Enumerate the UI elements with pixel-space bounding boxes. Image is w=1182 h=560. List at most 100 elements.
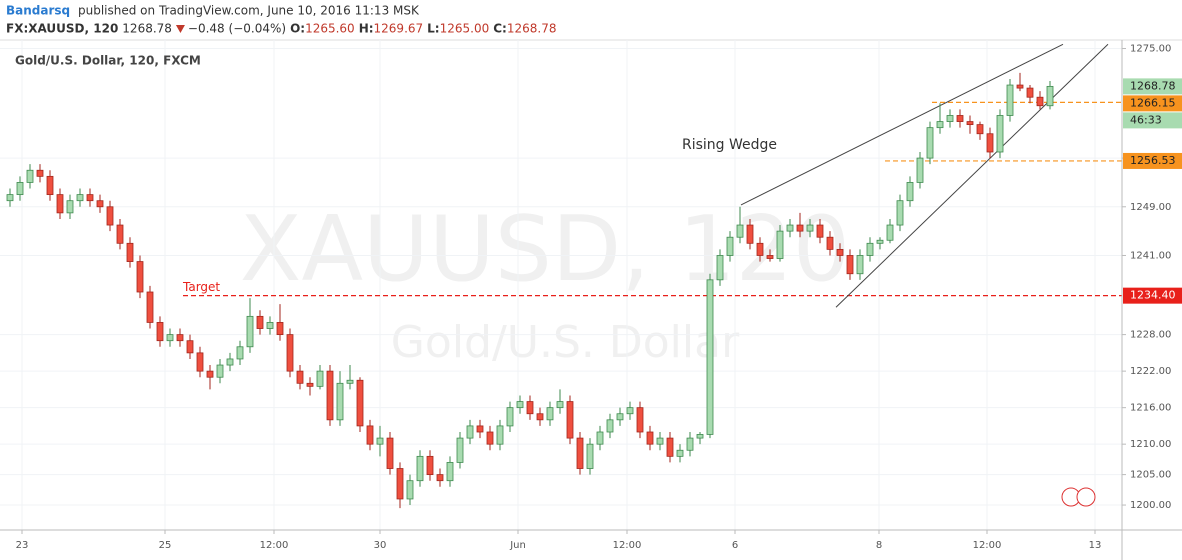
candle-body [46, 175, 54, 196]
candle-body [556, 401, 564, 409]
x-tick-label: 12:00 [613, 540, 642, 551]
chart-title: Gold/U.S. Dollar, 120, FXCM [15, 54, 201, 68]
price-label-box [1123, 78, 1182, 95]
candle-body [1006, 84, 1014, 116]
candle-body [646, 431, 654, 445]
x-tick-label: 25 [159, 540, 172, 551]
header-high-label: H: [359, 22, 374, 36]
candle-body [246, 315, 254, 348]
header-low: 1265.00 [440, 22, 490, 36]
candle-body [616, 413, 624, 421]
price-label: 1268.78 [1130, 79, 1176, 92]
watermark: XAUUSD, 120 [240, 197, 850, 302]
candle-body [786, 224, 794, 232]
plot-area [0, 40, 1122, 530]
x-tick-label: Jun [509, 540, 526, 551]
candle-body [66, 200, 74, 214]
author[interactable]: Bandarsq [6, 4, 70, 18]
candle-body [126, 242, 134, 262]
price-label-box [1123, 152, 1182, 169]
candle-body [366, 425, 374, 445]
candle-body [866, 242, 874, 256]
candle-body [846, 255, 854, 275]
candle-body [626, 407, 634, 415]
y-tick-label: 1249.00 [1130, 202, 1171, 213]
candle-body [56, 194, 64, 214]
y-tick-label: 1228.00 [1130, 330, 1171, 341]
candle-body [536, 413, 544, 421]
event-icons[interactable] [1061, 487, 1096, 507]
candle-body [496, 425, 504, 445]
candle-body [986, 133, 994, 153]
candle-body [656, 437, 664, 445]
candle-body [696, 434, 704, 439]
symbol-info: FX:XAUUSD, 120 1268.78 −0.48 (−0.04%) O: 126… [6, 22, 556, 36]
candle-body [106, 206, 114, 226]
candle-body [436, 474, 444, 482]
candle-body [806, 224, 814, 232]
candle-body [396, 468, 404, 500]
candle-body [856, 255, 864, 275]
candle-body [486, 431, 494, 445]
candle-body [666, 437, 674, 457]
published-info: published on TradingView.com, June 10, 2… [78, 4, 420, 18]
x-tick-label: 12:00 [260, 540, 289, 551]
candle-body [596, 431, 604, 445]
candle-body [706, 279, 714, 435]
candle-body [286, 334, 294, 372]
x-tick-label: 30 [374, 540, 387, 551]
candle-body [816, 224, 824, 238]
candle-body [896, 200, 904, 226]
annotation: Rising Wedge [682, 137, 777, 153]
candle-body [196, 352, 204, 372]
y-tick-label: 1275.00 [1130, 44, 1171, 55]
price-label-box [1123, 287, 1182, 304]
candle-body [876, 239, 884, 244]
candle-body [466, 425, 474, 439]
header-open-label: O: [290, 22, 305, 36]
candle-body [226, 358, 234, 366]
x-tick-label: 12:00 [973, 540, 1002, 551]
candle-body [746, 224, 754, 244]
price-label: 1256.53 [1130, 154, 1176, 167]
candle-body [506, 407, 514, 427]
candle-body [216, 364, 224, 378]
candle-body [306, 382, 314, 387]
header-symbol: FX:XAUUSD, 120 [6, 22, 118, 36]
candle-body [826, 236, 834, 250]
y-tick-label: 1216.00 [1130, 403, 1171, 414]
candle-body [726, 236, 734, 256]
candle-body [476, 425, 484, 433]
x-tick-label: 8 [876, 540, 882, 551]
y-tick-label: 1210.00 [1130, 439, 1171, 450]
candle-body [316, 370, 324, 387]
x-tick-label: 23 [16, 540, 29, 551]
candle-body [1026, 87, 1034, 98]
candle-body [346, 379, 354, 384]
down-arrow [175, 25, 185, 33]
candle-body [446, 462, 454, 482]
candle-body [526, 401, 534, 415]
price-label: 1234.40 [1130, 289, 1176, 302]
candle-body [6, 194, 14, 202]
candle-body [36, 169, 44, 177]
event-icon[interactable] [1076, 487, 1096, 507]
candle-body [136, 261, 144, 293]
candle-body [736, 224, 744, 238]
candle-body [456, 437, 464, 463]
candle-body [426, 455, 434, 476]
level-name: Target [182, 280, 220, 294]
candle-body [966, 121, 974, 126]
y-tick-label: 1205.00 [1130, 470, 1171, 481]
candle-body [716, 255, 724, 281]
y-tick-label: 1200.00 [1130, 500, 1171, 511]
header-close: 1268.78 [507, 22, 557, 36]
candle-body [776, 230, 784, 259]
candle-body [116, 224, 124, 244]
x-tick-label: 6 [732, 540, 738, 551]
candle-body [766, 255, 774, 259]
candle-body [186, 340, 194, 354]
candle-body [1036, 96, 1044, 107]
header-close-label: C: [493, 22, 507, 36]
candle-body [686, 437, 694, 451]
